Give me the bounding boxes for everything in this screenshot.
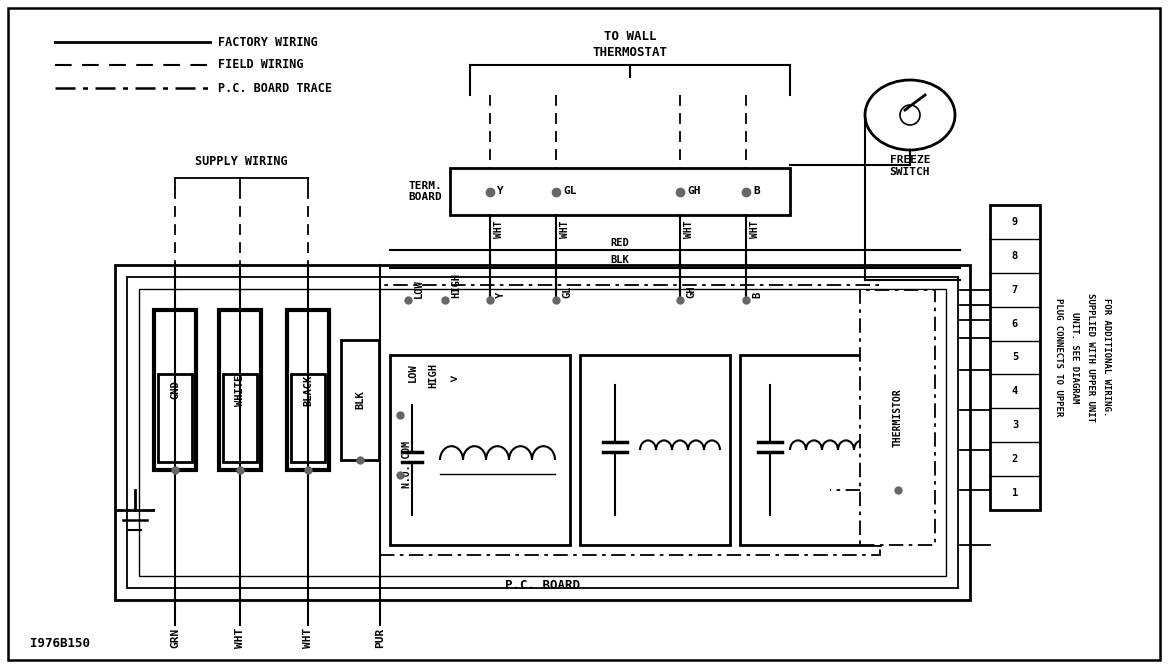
- Text: TERM.
BOARD: TERM. BOARD: [409, 181, 442, 202]
- Text: BLACK: BLACK: [303, 374, 313, 405]
- Text: I976B150: I976B150: [30, 637, 90, 650]
- Text: FOR ADDITIONAL WIRING.: FOR ADDITIONAL WIRING.: [1101, 299, 1111, 417]
- FancyBboxPatch shape: [291, 374, 325, 462]
- FancyBboxPatch shape: [341, 340, 378, 460]
- FancyBboxPatch shape: [223, 374, 257, 462]
- Text: FACTORY WIRING: FACTORY WIRING: [218, 35, 318, 49]
- Text: 1: 1: [1011, 488, 1018, 498]
- Text: LOW: LOW: [408, 363, 418, 381]
- Text: WHT: WHT: [303, 628, 313, 648]
- Text: 4: 4: [1011, 386, 1018, 396]
- Text: WHT: WHT: [750, 220, 760, 238]
- Text: HIGH: HIGH: [451, 273, 461, 298]
- Text: Y: Y: [496, 292, 506, 298]
- Text: N.O. COM: N.O. COM: [402, 442, 412, 488]
- Text: GL: GL: [562, 285, 572, 298]
- Text: P.C. BOARD TRACE: P.C. BOARD TRACE: [218, 81, 332, 94]
- Ellipse shape: [865, 80, 955, 150]
- Text: LOW: LOW: [413, 279, 424, 298]
- Text: BLK: BLK: [355, 391, 364, 409]
- Text: P.C. BOARD: P.C. BOARD: [505, 579, 580, 592]
- Text: WHT: WHT: [235, 628, 245, 648]
- Text: FIELD WIRING: FIELD WIRING: [218, 59, 304, 71]
- Text: 2: 2: [1011, 454, 1018, 464]
- Text: WHITE: WHITE: [235, 374, 245, 405]
- Text: TO WALL
THERMOSTAT: TO WALL THERMOSTAT: [592, 30, 667, 59]
- Text: 7: 7: [1011, 285, 1018, 295]
- Text: 9: 9: [1011, 217, 1018, 227]
- FancyBboxPatch shape: [287, 310, 329, 470]
- Text: RED: RED: [610, 238, 628, 248]
- FancyBboxPatch shape: [990, 205, 1040, 510]
- Text: 3: 3: [1011, 420, 1018, 430]
- Text: GND: GND: [171, 381, 180, 399]
- FancyBboxPatch shape: [860, 290, 936, 545]
- Text: 8: 8: [1011, 250, 1018, 261]
- FancyBboxPatch shape: [390, 355, 570, 545]
- Text: GH: GH: [687, 186, 701, 196]
- Text: WHT: WHT: [559, 220, 570, 238]
- Text: GL: GL: [563, 186, 577, 196]
- FancyBboxPatch shape: [8, 8, 1160, 660]
- Text: UNIT. SEE DIAGRAM: UNIT. SEE DIAGRAM: [1070, 312, 1078, 403]
- Text: 6: 6: [1011, 319, 1018, 329]
- Text: SUPPLY WIRING: SUPPLY WIRING: [195, 155, 287, 168]
- Text: PLUG CONNECTS TO UPPER: PLUG CONNECTS TO UPPER: [1054, 299, 1063, 417]
- Text: B: B: [752, 292, 762, 298]
- FancyBboxPatch shape: [220, 310, 260, 470]
- Text: GH: GH: [686, 285, 696, 298]
- Text: BLK: BLK: [610, 255, 628, 265]
- Text: THERMISTOR: THERMISTOR: [892, 388, 903, 447]
- Circle shape: [901, 105, 920, 125]
- Text: >: >: [450, 373, 458, 386]
- Text: FREEZE
SWITCH: FREEZE SWITCH: [890, 155, 930, 176]
- FancyBboxPatch shape: [114, 265, 969, 600]
- Text: WHT: WHT: [684, 220, 694, 238]
- Text: WHT: WHT: [494, 220, 505, 238]
- Text: GRN: GRN: [171, 628, 180, 648]
- FancyBboxPatch shape: [741, 355, 880, 545]
- Text: 5: 5: [1011, 353, 1018, 363]
- FancyBboxPatch shape: [580, 355, 730, 545]
- FancyBboxPatch shape: [450, 168, 790, 215]
- FancyBboxPatch shape: [154, 310, 196, 470]
- Text: PUR: PUR: [375, 628, 385, 648]
- Text: HIGH: HIGH: [427, 363, 438, 388]
- Text: Y: Y: [498, 186, 503, 196]
- FancyBboxPatch shape: [158, 374, 192, 462]
- Text: B: B: [753, 186, 759, 196]
- Text: SUPPLIED WITH UPPER UNIT: SUPPLIED WITH UPPER UNIT: [1085, 293, 1094, 422]
